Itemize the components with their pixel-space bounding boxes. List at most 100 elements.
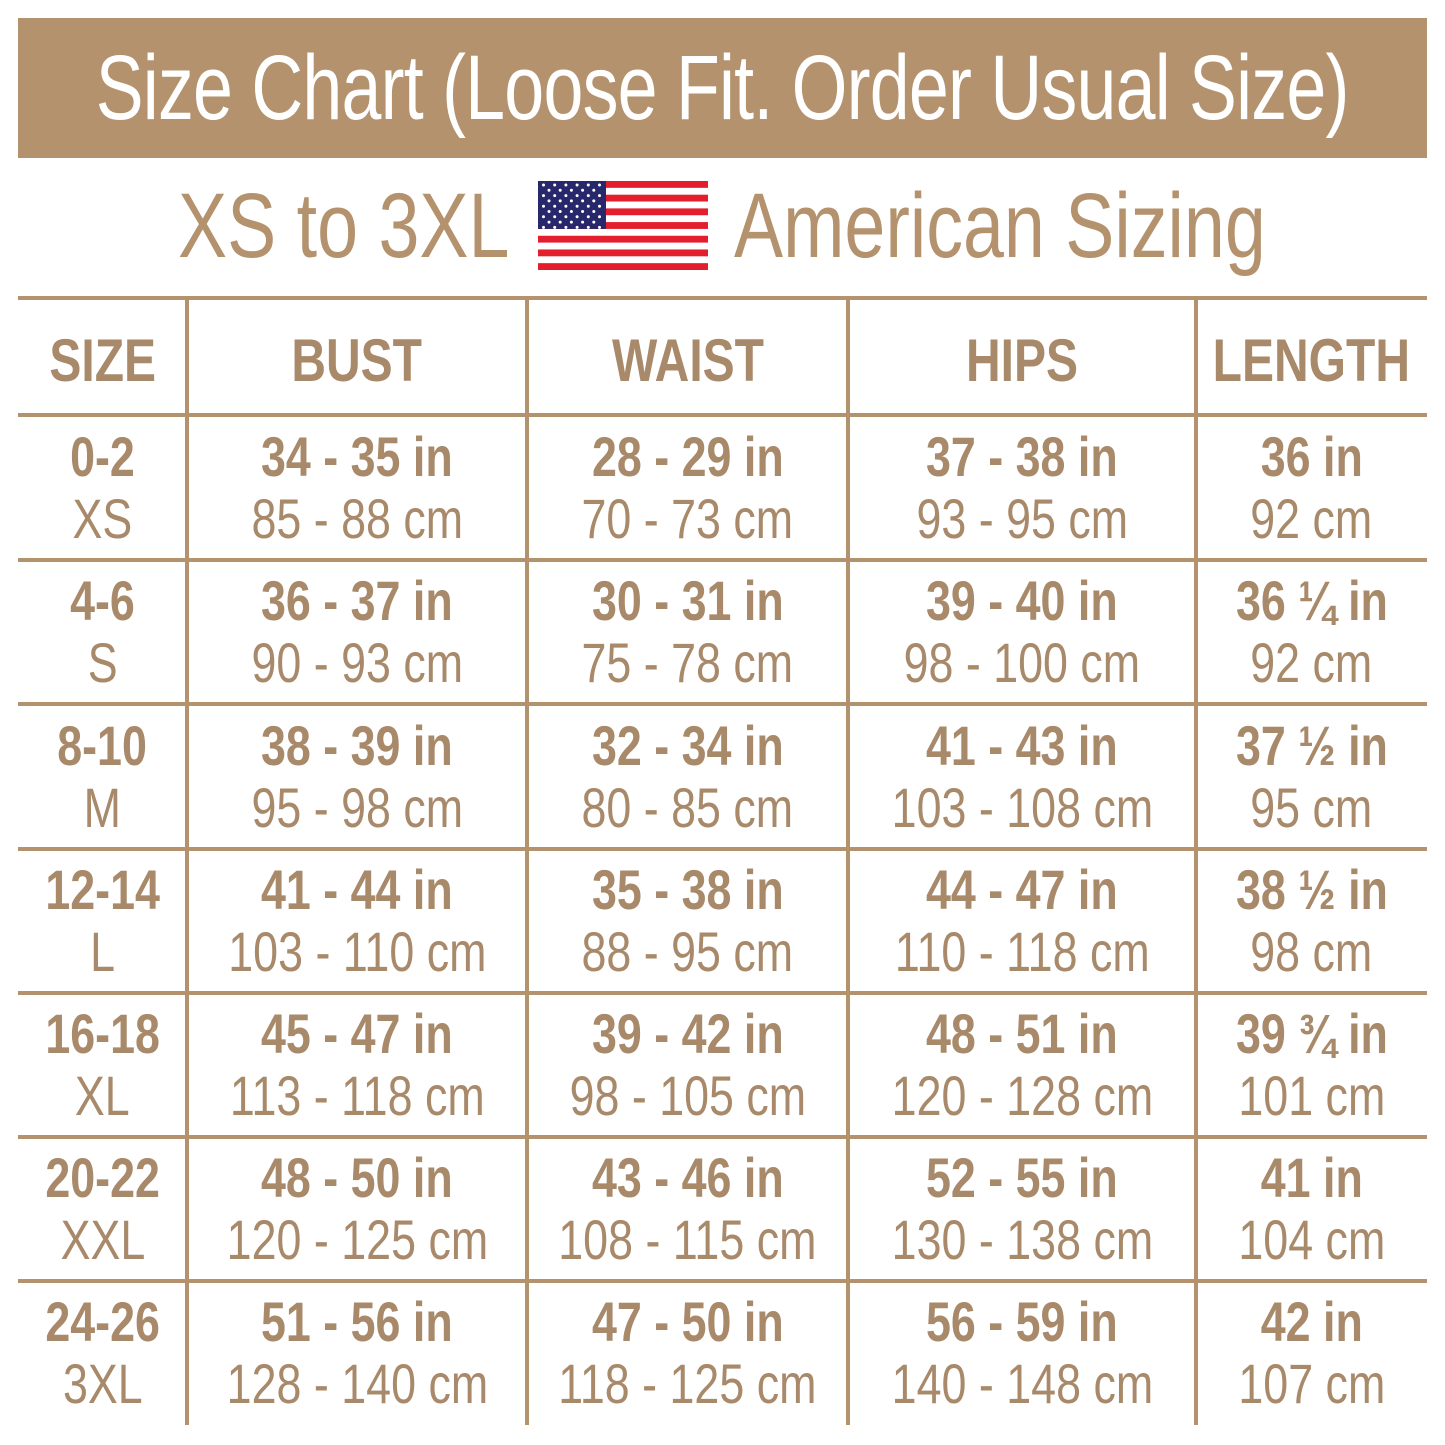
cm-value: 70 - 73 cm [581,486,794,550]
cm-value: 75 - 78 cm [581,631,794,694]
cm-value: 95 - 98 cm [251,775,463,839]
cell-bust: 51 - 56 in 128 - 140 cm [187,1281,527,1425]
inch-value: 39 - 42 in [591,1002,784,1065]
cell-hips: 41 - 43 in 103 - 108 cm [848,704,1196,849]
inch-value: 30 - 31 in [591,569,784,632]
header-hips: HIPS [848,298,1196,419]
sizing-standard: American Sizing [734,175,1266,277]
cm-value: 103 - 110 cm [227,920,487,983]
letter-size: 3XL [62,1352,143,1415]
inch-value: 34 - 35 in [261,424,453,488]
cell-length: 42 in 107 cm [1196,1281,1427,1425]
cell-size: 16-18 XL [18,993,187,1137]
inch-value: 36 - 37 in [261,569,453,632]
numeric-size: 4-6 [70,569,135,632]
cell-waist: 30 - 31 in 75 - 78 cm [527,560,848,704]
inch-value: 52 - 55 in [926,1146,1118,1209]
cell-bust: 34 - 35 in 85 - 88 cm [187,415,527,560]
inch-value: 56 - 59 in [926,1290,1118,1353]
cell-bust: 48 - 50 in 120 - 125 cm [187,1137,527,1281]
cm-value: 80 - 85 cm [581,775,794,839]
inch-value: 48 - 51 in [926,1002,1118,1065]
column-divider [525,298,529,1425]
title-banner: Size Chart (Loose Fit. Order Usual Size) [18,18,1427,158]
numeric-size: 12-14 [45,858,160,921]
column-header: LENGTH [1212,326,1411,394]
cm-value: 98 cm [1250,920,1373,983]
cm-value: 98 - 100 cm [903,631,1141,694]
inch-value: 37 - 38 in [926,424,1118,488]
us-flag-icon [538,181,708,270]
cm-value: 108 - 115 cm [558,1208,817,1271]
row-divider [18,1135,1427,1139]
cell-hips: 56 - 59 in 140 - 148 cm [848,1281,1196,1425]
inch-value: 44 - 47 in [926,858,1118,921]
letter-size: XS [72,486,133,550]
numeric-size: 16-18 [45,1002,160,1065]
cell-hips: 37 - 38 in 93 - 95 cm [848,415,1196,560]
inch-value: 48 - 50 in [261,1146,453,1209]
row-divider [18,702,1427,706]
cell-hips: 44 - 47 in 110 - 118 cm [848,849,1196,993]
inch-value: 39 - 40 in [926,569,1118,632]
cell-waist: 43 - 46 in 108 - 115 cm [527,1137,848,1281]
cell-size: 20-22 XXL [18,1137,187,1281]
letter-size: S [87,631,118,694]
size-table: SIZE BUST WAIST HIPS LENGTH 0-2 XS 34 - 35 in 85… [18,296,1427,1425]
cm-value: 113 - 118 cm [229,1064,485,1127]
cell-length: 39 ¾ in 101 cm [1196,993,1427,1137]
cell-length: 36 ¼ in 92 cm [1196,560,1427,704]
header-bust: BUST [187,298,527,419]
cell-waist: 39 - 42 in 98 - 105 cm [527,993,848,1137]
cell-length: 41 in 104 cm [1196,1137,1427,1281]
inch-value: 38 ½ in [1235,858,1388,921]
column-header: SIZE [49,326,156,394]
cm-value: 90 - 93 cm [251,631,463,694]
letter-size: M [83,775,122,839]
numeric-size: 0-2 [70,424,135,488]
inch-value: 37 ½ in [1235,713,1388,777]
inch-value: 39 ¾ in [1235,1002,1388,1065]
cell-waist: 28 - 29 in 70 - 73 cm [527,415,848,560]
inch-value: 41 - 44 in [261,858,453,921]
cm-value: 92 cm [1250,486,1373,550]
column-divider [185,298,189,1425]
size-range: XS to 3XL [178,175,510,277]
inch-value: 42 in [1260,1290,1363,1353]
row-divider [18,558,1427,562]
cell-length: 37 ½ in 95 cm [1196,704,1427,849]
numeric-size: 8-10 [57,713,148,777]
inch-value: 35 - 38 in [591,858,784,921]
letter-size: XXL [60,1208,145,1271]
numeric-size: 24-26 [45,1290,160,1353]
column-header: HIPS [965,326,1079,394]
inch-value: 36 ¼ in [1235,569,1388,632]
cell-bust: 36 - 37 in 90 - 93 cm [187,560,527,704]
column-divider [846,298,850,1425]
cell-length: 38 ½ in 98 cm [1196,849,1427,993]
cm-value: 104 cm [1238,1208,1385,1271]
cell-size: 12-14 L [18,849,187,993]
cm-value: 107 cm [1238,1352,1385,1415]
inch-value: 32 - 34 in [591,713,784,777]
inch-value: 47 - 50 in [591,1290,784,1353]
cell-hips: 39 - 40 in 98 - 100 cm [848,560,1196,704]
row-divider [18,1279,1427,1283]
inch-value: 36 in [1260,424,1363,488]
row-divider [18,413,1427,417]
cm-value: 101 cm [1238,1064,1385,1127]
page-title: Size Chart (Loose Fit. Order Usual Size) [96,36,1350,139]
column-divider [1194,298,1198,1425]
cell-hips: 48 - 51 in 120 - 128 cm [848,993,1196,1137]
row-divider [18,847,1427,851]
cm-value: 120 - 128 cm [891,1064,1153,1127]
header-length: LENGTH [1196,298,1427,419]
inch-value: 41 in [1260,1146,1363,1209]
inch-value: 28 - 29 in [591,424,784,488]
cm-value: 118 - 125 cm [558,1352,817,1415]
cm-value: 88 - 95 cm [581,920,794,983]
cell-waist: 35 - 38 in 88 - 95 cm [527,849,848,993]
cm-value: 92 cm [1250,631,1373,694]
column-header: BUST [291,326,423,394]
inch-value: 51 - 56 in [261,1290,453,1353]
